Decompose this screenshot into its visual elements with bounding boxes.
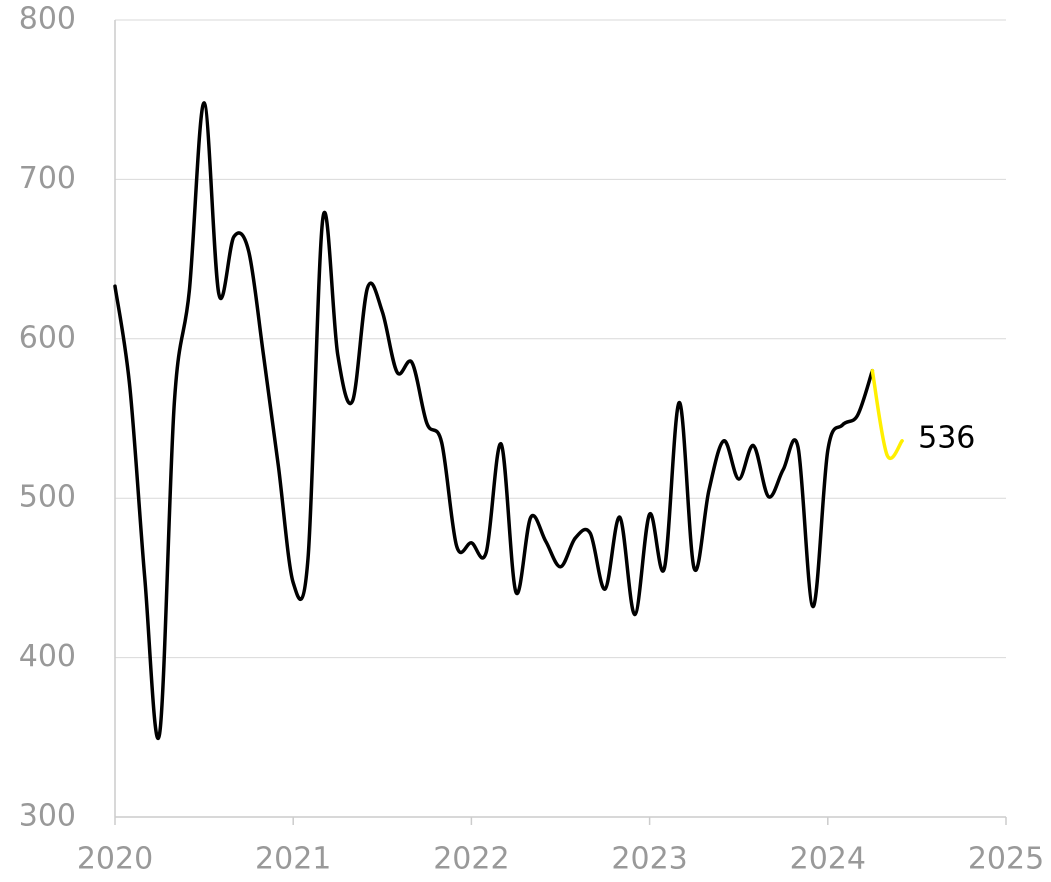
x-tick-label: 2020 xyxy=(77,842,153,877)
x-tick-label: 2025 xyxy=(968,842,1044,877)
y-tick-label: 800 xyxy=(19,2,76,37)
y-tick-label: 400 xyxy=(19,639,76,674)
data-label: 536 xyxy=(918,420,975,455)
x-tick-label: 2022 xyxy=(433,842,509,877)
x-tick-label: 2024 xyxy=(790,842,866,877)
y-tick-label: 500 xyxy=(19,480,76,515)
y-tick-label: 700 xyxy=(19,161,76,196)
x-tick-label: 2021 xyxy=(255,842,331,877)
line-series xyxy=(113,101,875,740)
line-series xyxy=(870,368,904,460)
y-tick-label: 600 xyxy=(19,320,76,355)
x-tick-label: 2023 xyxy=(611,842,687,877)
y-tick-label: 300 xyxy=(19,799,76,834)
